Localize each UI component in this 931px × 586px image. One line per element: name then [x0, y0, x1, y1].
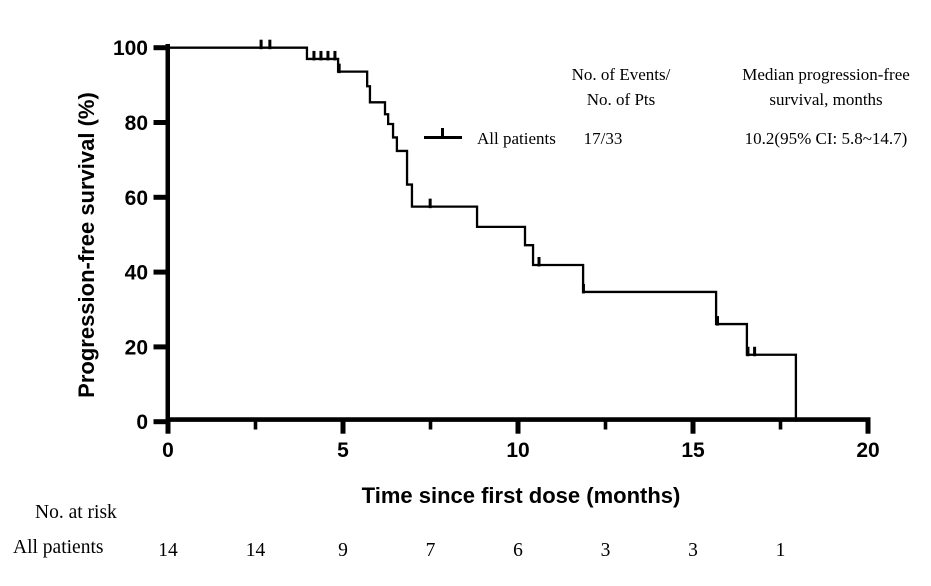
- x-tick-label: 20: [856, 439, 879, 462]
- legend-series-label: All patients: [477, 129, 556, 148]
- x-tick-label: 10: [506, 439, 529, 462]
- y-tick-label: 60: [125, 187, 148, 210]
- at-risk-row-label: All patients: [13, 537, 104, 558]
- censor-tick: [746, 346, 750, 357]
- x-axis-title: Time since first dose (months): [361, 483, 681, 508]
- y-tick-label: 40: [125, 262, 148, 285]
- at-risk-count: 9: [338, 540, 348, 561]
- legend-events-header: No. of Events/ No. of Pts: [521, 62, 721, 112]
- censor-tick: [319, 50, 323, 61]
- censor-tick: [333, 50, 337, 61]
- censor-tick: [312, 50, 316, 61]
- km-curve-all-patients: [168, 46, 798, 422]
- y-tick-label: 0: [136, 411, 148, 434]
- censor-tick: [428, 198, 432, 209]
- x-tick-label: 0: [162, 439, 174, 462]
- at-risk-header: No. at risk: [35, 502, 117, 523]
- censor-tick: [337, 63, 341, 74]
- censor-tick: [326, 50, 330, 61]
- at-risk-count: 3: [601, 540, 611, 561]
- censor-tick: [537, 256, 541, 267]
- at-risk-count: 6: [513, 540, 523, 561]
- legend-median-header: Median progression-free survival, months: [708, 62, 931, 112]
- censor-tick: [753, 346, 757, 357]
- censor-tick: [259, 39, 263, 50]
- at-risk-count: 1: [776, 540, 786, 561]
- at-risk-count: 14: [158, 540, 178, 561]
- legend-censor-tick-symbol: [441, 128, 444, 138]
- at-risk-count: 14: [246, 540, 266, 561]
- x-tick-label: 5: [337, 439, 349, 462]
- y-tick-label: 20: [125, 336, 148, 359]
- x-tick-label: 15: [681, 439, 705, 462]
- censor-tick: [268, 39, 272, 50]
- legend-events-header-line2: No. of Pts: [586, 90, 656, 109]
- y-tick-label: 80: [125, 112, 148, 135]
- y-tick-label: 100: [113, 37, 148, 60]
- censor-tick: [581, 283, 585, 294]
- at-risk-count: 7: [426, 540, 436, 561]
- legend-events-header-line1: No. of Events/: [571, 65, 671, 84]
- legend-median-header-line2: survival, months: [769, 90, 883, 109]
- y-axis-title: Progression-free survival (%): [74, 92, 99, 398]
- legend-events-value: 17/33: [583, 129, 623, 148]
- censor-tick: [716, 316, 719, 326]
- legend-median-header-line1: Median progression-free: [742, 65, 910, 84]
- legend-median-value: 10.2(95% CI: 5.8~14.7): [744, 129, 908, 148]
- at-risk-count: 3: [688, 540, 698, 561]
